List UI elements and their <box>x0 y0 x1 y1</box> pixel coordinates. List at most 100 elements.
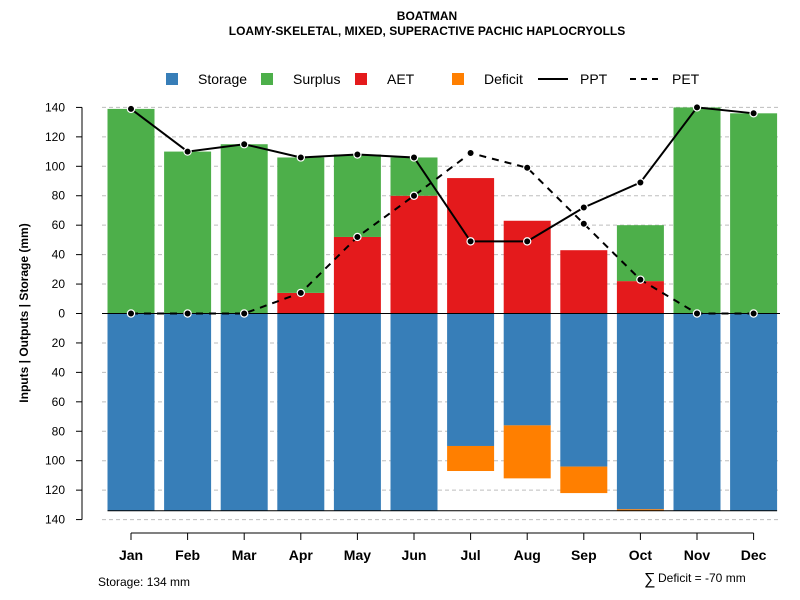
bar-surplus-mar <box>220 144 268 314</box>
bar-aet-oct <box>616 281 664 314</box>
bar-surplus-feb <box>164 151 212 314</box>
point-pet-may <box>353 232 362 242</box>
y-tick-label: 80 <box>52 189 66 203</box>
point-ppt-oct <box>636 178 645 187</box>
y-tick-label: 100 <box>45 159 65 173</box>
point-ppt-nov <box>692 103 702 112</box>
point-pet-jun <box>409 191 419 200</box>
y-tick-label: 0 <box>58 307 65 321</box>
deficit-note: Deficit = -70 mm <box>658 571 746 585</box>
bar-aet-aug <box>503 220 551 314</box>
bars <box>102 107 780 512</box>
point-pet-jul <box>466 148 475 158</box>
bar-aet-jun <box>390 195 438 314</box>
x-tick-label-mar: Mar <box>232 547 257 563</box>
legend-swatch-aet <box>355 73 367 85</box>
point-ppt-jul <box>466 237 475 246</box>
legend: Storage Surplus AET Deficit PPT PET <box>166 71 700 87</box>
bar-storage-apr <box>277 313 325 511</box>
bar-surplus-apr <box>277 157 325 293</box>
bar-storage-dec <box>730 313 778 511</box>
y-axis-label: Inputs | Outputs | Storage (mm) <box>17 223 31 402</box>
x-tick-label-jul: Jul <box>460 547 480 563</box>
axes: 140 120 100 80 60 40 20 0 20 40 60 80 100 120 140 Jan Fe… <box>45 100 767 563</box>
y-tick-label: 20 <box>52 336 66 350</box>
point-ppt-feb <box>183 147 192 156</box>
point-ppt-jan <box>126 104 136 114</box>
point-pet-oct <box>636 275 645 284</box>
point-pet-nov <box>692 309 702 318</box>
point-ppt-dec <box>749 109 758 118</box>
x-tick-label-apr: Apr <box>289 547 314 563</box>
legend-label-ppt: PPT <box>580 71 608 87</box>
point-ppt-sep <box>579 203 589 212</box>
x-tick-label-jun: Jun <box>402 547 427 563</box>
y-tick-label: 60 <box>52 218 66 232</box>
point-pet-sep <box>579 219 589 228</box>
y-tick-label: 100 <box>45 454 65 468</box>
point-ppt-jun <box>409 153 419 162</box>
chart-title: BOATMAN <box>397 9 457 23</box>
sum-symbol: ∑ <box>644 571 655 588</box>
bar-surplus-oct <box>616 225 664 282</box>
y-tick-label: 40 <box>52 365 66 379</box>
y-tick-label: 40 <box>52 248 66 262</box>
y-tick-label: 120 <box>45 130 65 144</box>
legend-label-aet: AET <box>387 71 415 87</box>
point-ppt-apr <box>296 153 305 162</box>
bar-deficit-sep <box>560 466 608 494</box>
bar-storage-oct <box>616 313 664 510</box>
bar-deficit-oct <box>616 509 664 511</box>
series-lines <box>126 103 758 318</box>
legend-label-storage: Storage <box>198 71 247 87</box>
x-tick-label-nov: Nov <box>684 547 711 563</box>
y-tick-label: 20 <box>52 277 66 291</box>
bar-surplus-nov <box>673 107 721 314</box>
legend-swatch-deficit <box>452 73 464 85</box>
bar-storage-nov <box>673 313 721 511</box>
point-pet-apr <box>296 288 305 298</box>
y-tick-label: 120 <box>45 483 65 497</box>
point-pet-feb <box>183 309 192 318</box>
bar-aet-sep <box>560 250 608 314</box>
legend-label-deficit: Deficit <box>484 71 523 87</box>
bar-storage-feb <box>164 313 212 511</box>
bar-storage-jul <box>447 313 495 446</box>
legend-swatch-storage <box>166 73 178 85</box>
legend-swatch-surplus <box>261 73 273 85</box>
point-ppt-may <box>353 150 362 159</box>
bar-surplus-jan <box>107 108 155 314</box>
bar-storage-sep <box>560 313 608 467</box>
bar-surplus-dec <box>730 113 778 314</box>
x-tick-label-feb: Feb <box>175 547 200 563</box>
bar-surplus-jun <box>390 157 438 196</box>
x-tick-label-jan: Jan <box>119 547 143 563</box>
y-tick-label: 60 <box>52 395 66 409</box>
bar-storage-jun <box>390 313 438 511</box>
chart-subtitle: LOAMY-SKELETAL, MIXED, SUPERACTIVE PACHI… <box>229 24 625 38</box>
legend-label-pet: PET <box>672 71 700 87</box>
point-ppt-aug <box>523 237 532 246</box>
x-tick-label-sep: Sep <box>571 547 597 563</box>
legend-label-surplus: Surplus <box>293 71 340 87</box>
x-tick-label-dec: Dec <box>741 547 767 563</box>
y-tick-label: 140 <box>45 513 65 527</box>
bar-storage-may <box>333 313 381 511</box>
point-ppt-mar <box>239 140 249 149</box>
bar-aet-jul <box>447 178 495 314</box>
point-pet-dec <box>749 309 758 318</box>
bar-storage-aug <box>503 313 551 426</box>
y-tick-label: 80 <box>52 424 66 438</box>
storage-note: Storage: 134 mm <box>98 575 190 589</box>
bar-deficit-aug <box>503 425 551 479</box>
y-tick-label: 140 <box>45 100 65 114</box>
line-ppt <box>130 106 754 243</box>
bar-surplus-may <box>333 154 381 237</box>
point-pet-aug <box>523 163 532 172</box>
x-tick-label-oct: Oct <box>629 547 653 563</box>
point-pet-jan <box>126 309 136 318</box>
bar-deficit-jul <box>447 445 495 472</box>
x-tick-label-may: May <box>344 547 371 563</box>
bar-aet-may <box>333 236 381 314</box>
